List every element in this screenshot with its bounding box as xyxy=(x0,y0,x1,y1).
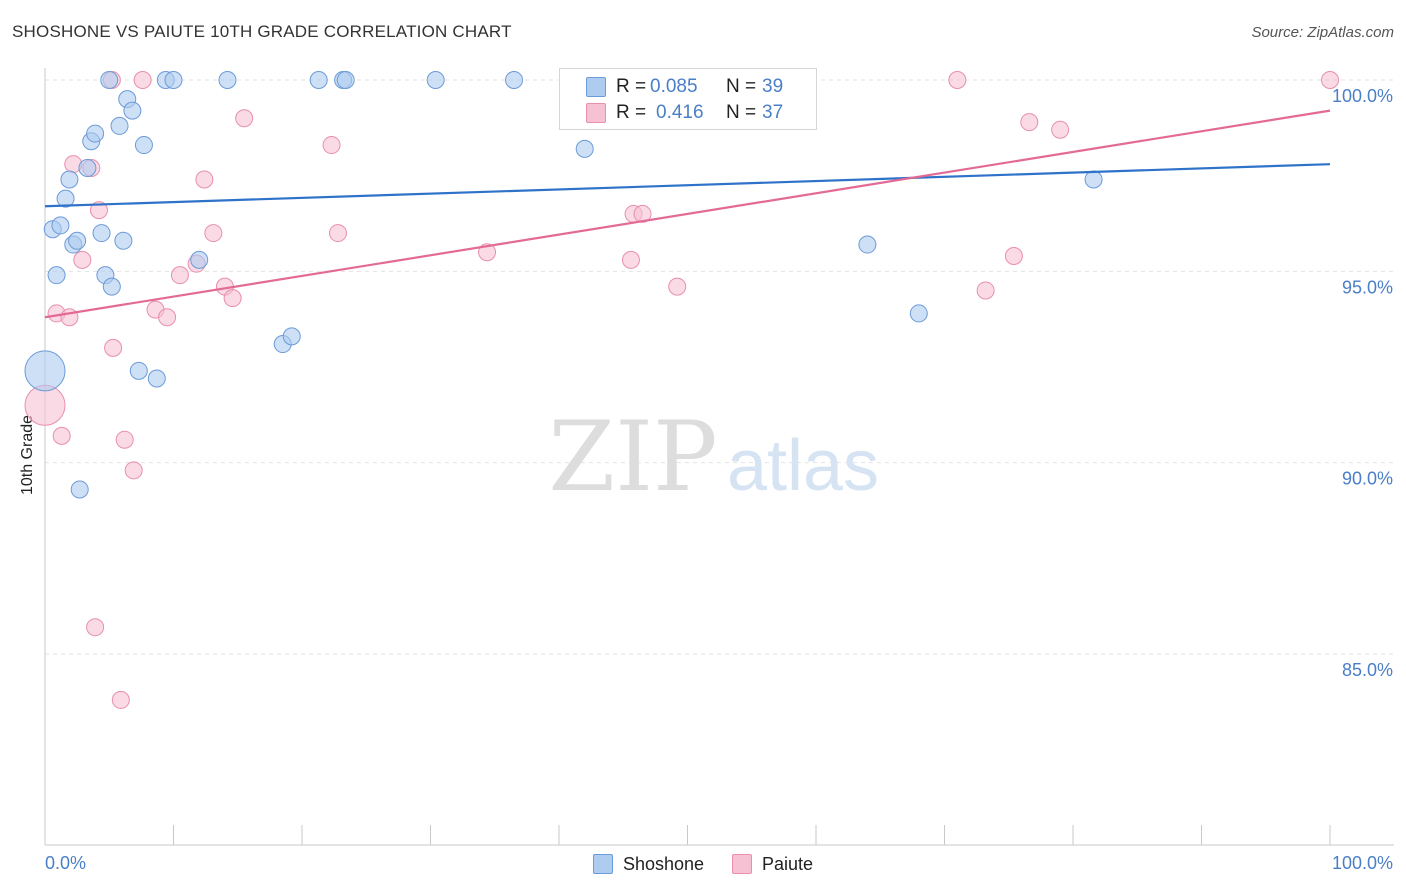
x-tick-labels: 0.0% 100.0% xyxy=(45,853,1393,873)
paiute-point xyxy=(111,690,130,709)
paiute-point xyxy=(158,308,177,327)
shoshone-point xyxy=(858,235,877,254)
legend-item-paiute[interactable]: Paiute xyxy=(732,854,813,875)
paiute-point xyxy=(235,109,254,128)
axes xyxy=(44,68,1394,846)
shoshone-point xyxy=(309,71,328,89)
y-tick-label: 100.0% xyxy=(1332,86,1393,106)
shoshone-point xyxy=(56,189,75,208)
trend-lines xyxy=(44,109,1331,319)
shoshone-point xyxy=(102,277,121,296)
paiute-point xyxy=(115,430,134,449)
paiute-point xyxy=(1321,71,1339,89)
paiute-point xyxy=(322,136,341,155)
paiute-point xyxy=(948,71,967,89)
paiute-point xyxy=(195,170,214,189)
shoshone-points xyxy=(24,71,1103,499)
chart-title: SHOSHONE VS PAIUTE 10TH GRADE CORRELATIO… xyxy=(12,22,512,41)
shoshone-point xyxy=(114,231,133,250)
shoshone-point xyxy=(60,170,79,189)
paiute-point xyxy=(976,281,995,300)
paiute-swatch xyxy=(586,103,606,123)
shoshone-point xyxy=(47,266,66,285)
x-tick-label: 0.0% xyxy=(45,853,86,873)
y-tick-label: 90.0% xyxy=(1342,469,1393,489)
shoshone-point xyxy=(100,71,119,89)
shoshone-point xyxy=(78,159,97,178)
paiute-point xyxy=(86,618,105,637)
shoshone-point xyxy=(336,71,355,89)
paiute-point xyxy=(89,201,108,220)
r-label: R = xyxy=(616,76,647,97)
shoshone-point xyxy=(51,216,70,235)
shoshone-point xyxy=(164,71,183,89)
paiute-point xyxy=(1020,113,1039,132)
shoshone-swatch xyxy=(592,854,613,874)
x-ticks xyxy=(44,825,1331,845)
n-value: 37 xyxy=(762,102,784,123)
paiute-point xyxy=(170,266,189,285)
y-tick-label: 85.0% xyxy=(1342,660,1393,680)
shoshone-point xyxy=(426,71,445,89)
shoshone-point xyxy=(218,71,237,89)
shoshone-point xyxy=(123,101,142,120)
paiute-point xyxy=(1004,247,1023,266)
y-tick-label: 95.0% xyxy=(1342,277,1393,297)
shoshone-point xyxy=(68,231,87,250)
shoshone-point xyxy=(24,350,66,392)
shoshone-point xyxy=(70,480,89,499)
series-legend: Shoshone Paiute xyxy=(0,852,1406,876)
grid-lines xyxy=(45,79,1394,655)
watermark-atlas: atlas xyxy=(727,426,879,506)
shoshone-point xyxy=(86,124,105,143)
shoshone-point xyxy=(1084,170,1103,189)
n-label: N = xyxy=(726,102,757,123)
paiute-point xyxy=(52,426,71,445)
paiute-point xyxy=(223,289,242,308)
stats-legend: R = 0.085 N = 39 R = 0.416 N = 37 xyxy=(559,68,817,130)
paiute-point xyxy=(104,338,123,357)
legend-row-shoshone: R = 0.085 N = 39 xyxy=(586,75,783,99)
legend-label-paiute: Paiute xyxy=(762,853,814,874)
shoshone-point xyxy=(282,327,301,346)
n-label: N = xyxy=(726,76,757,97)
shoshone-point xyxy=(505,71,524,89)
y-tick-labels: 85.0% 90.0% 95.0% 100.0% xyxy=(1332,86,1393,680)
paiute-points xyxy=(24,71,1339,709)
paiute-point xyxy=(633,204,652,223)
paiute-point xyxy=(73,250,92,269)
r-value: 0.416 xyxy=(656,102,704,123)
shoshone-point xyxy=(909,304,928,323)
paiute-point xyxy=(668,277,687,296)
n-value: 39 xyxy=(762,76,784,97)
legend-item-shoshone[interactable]: Shoshone xyxy=(592,853,705,875)
legend-row-paiute: R = 0.416 N = 37 xyxy=(586,101,783,125)
paiute-point xyxy=(133,71,152,89)
shoshone-point xyxy=(134,136,153,155)
watermark-zip: ZIP xyxy=(548,401,717,513)
legend-label-shoshone: Shoshone xyxy=(622,853,705,874)
shoshone-point xyxy=(190,250,209,269)
paiute-point xyxy=(328,224,347,243)
paiute-trend-line xyxy=(44,109,1331,319)
paiute-point xyxy=(204,224,223,243)
paiute-point xyxy=(124,461,143,480)
shoshone-point xyxy=(92,224,111,243)
paiute-swatch xyxy=(732,854,753,874)
shoshone-trend-line xyxy=(44,163,1331,208)
shoshone-point xyxy=(147,369,166,388)
shoshone-point xyxy=(110,116,129,135)
shoshone-point xyxy=(575,139,594,158)
paiute-point xyxy=(621,250,640,269)
shoshone-swatch xyxy=(586,77,606,97)
source-label: Source: ZipAtlas.com xyxy=(1251,24,1394,41)
watermark: ZIP atlas xyxy=(548,401,879,513)
x-tick-label: 100.0% xyxy=(1332,853,1393,873)
r-label: R = xyxy=(616,102,647,123)
r-value: 0.085 xyxy=(650,76,698,97)
shoshone-point xyxy=(129,361,148,380)
paiute-point xyxy=(1051,120,1070,139)
